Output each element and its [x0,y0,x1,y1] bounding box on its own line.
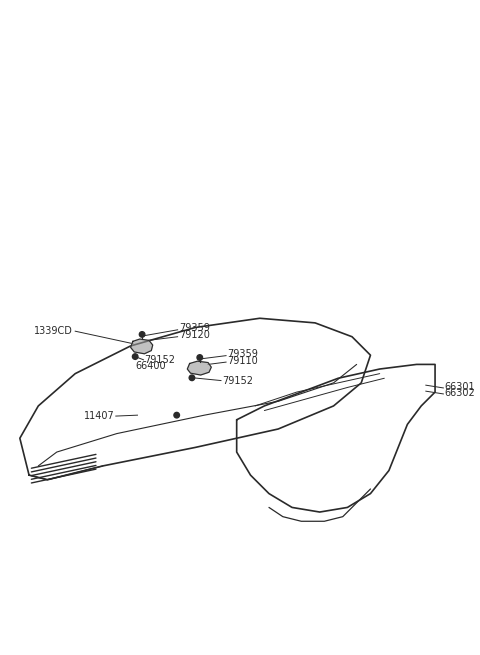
Text: 1339CD: 1339CD [34,326,73,336]
Text: 66301: 66301 [444,382,475,392]
Text: 79120: 79120 [179,330,210,341]
Circle shape [174,413,180,418]
Text: 66400: 66400 [135,362,166,371]
Text: 79152: 79152 [222,375,253,386]
Polygon shape [187,361,211,375]
Circle shape [132,354,138,360]
Text: 11407: 11407 [84,411,114,421]
Text: 79152: 79152 [144,355,175,365]
Circle shape [139,331,145,337]
Text: 79359: 79359 [179,324,210,333]
Text: 66302: 66302 [444,388,475,398]
Text: 79359: 79359 [228,349,258,359]
Text: 79110: 79110 [228,356,258,365]
Polygon shape [131,339,153,354]
Circle shape [189,375,195,381]
Circle shape [197,355,203,360]
